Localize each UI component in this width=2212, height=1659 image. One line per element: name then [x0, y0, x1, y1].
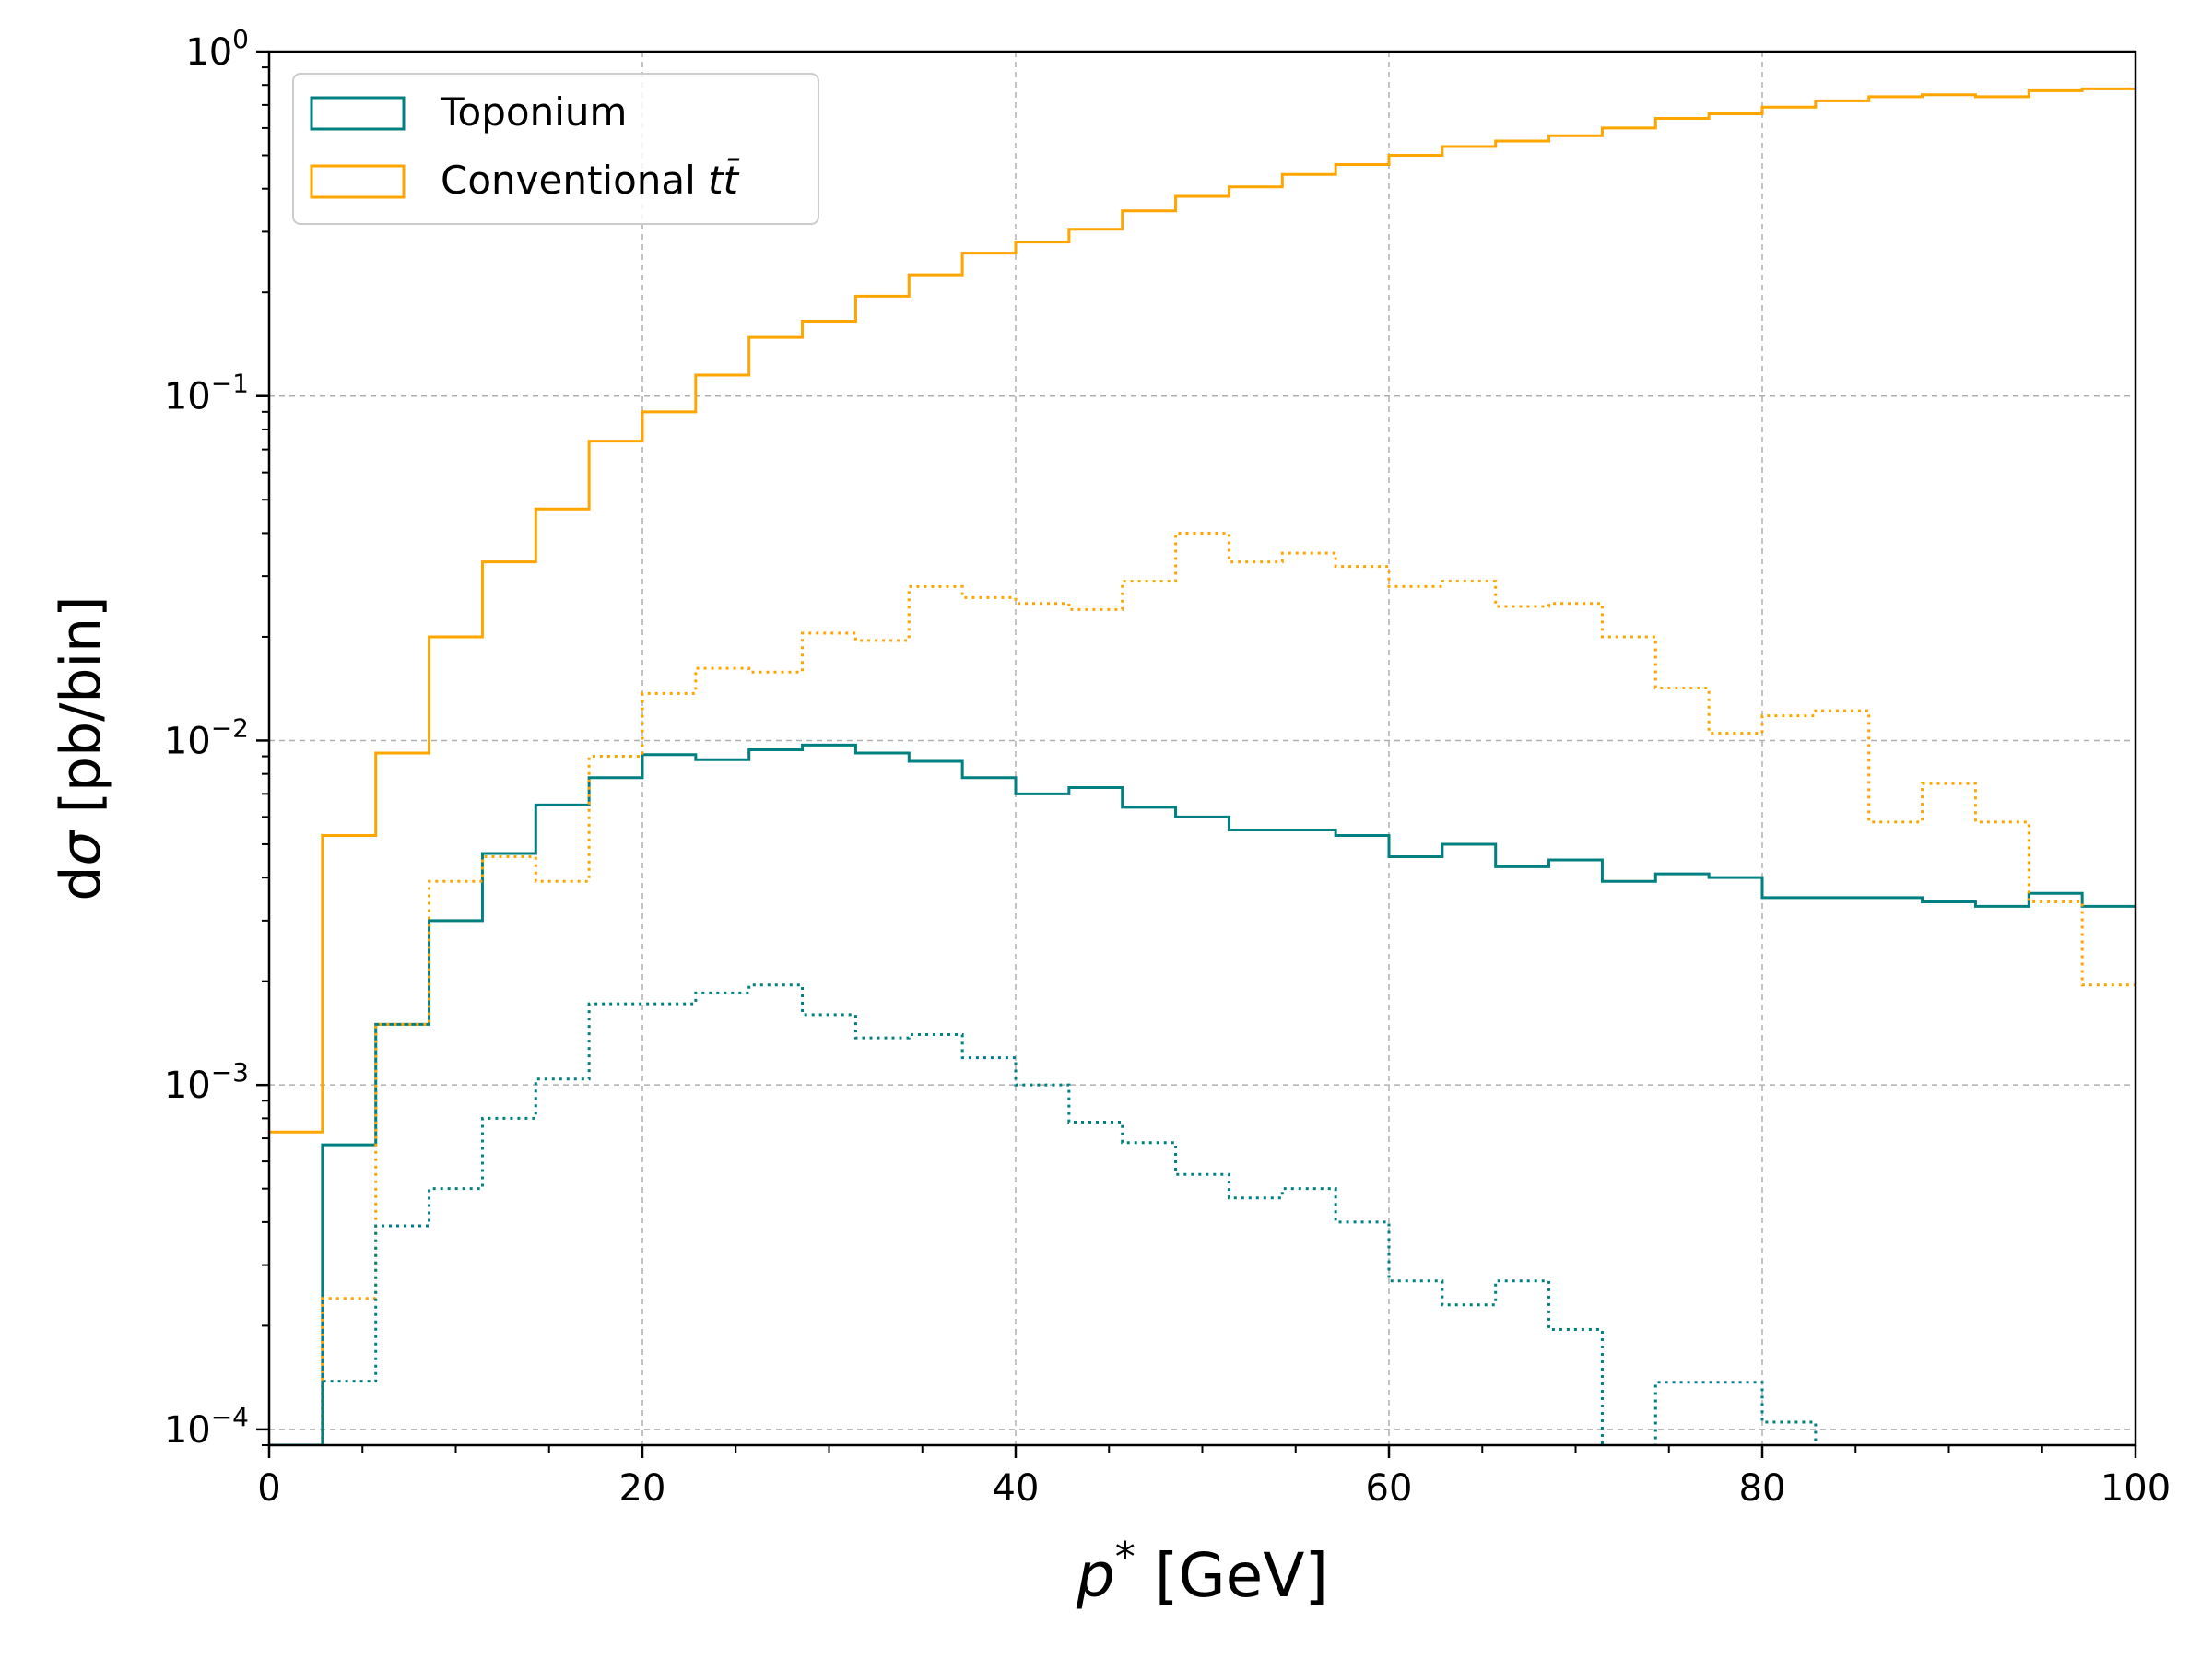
legend-label: Conventional tt̄ [441, 156, 740, 203]
legend-swatch [310, 96, 406, 131]
legend: Toponium Conventional tt̄ [292, 73, 819, 225]
x-tick-label: 20 [619, 1467, 666, 1510]
series-solid-1 [269, 743, 2136, 1445]
y-tick-label: 10−3 [164, 1057, 249, 1107]
x-axis-label: p* [GeV] [1076, 1534, 1328, 1611]
legend-swatch [310, 164, 406, 199]
y-axis-label: dσ [pb/bin] [49, 595, 113, 900]
series-group [269, 87, 2136, 1445]
axis-ticks: 0 20 40 60 80 100 10−4 10−3 10−2 10−1 100 [164, 24, 2171, 1510]
x-tick-label: 80 [1739, 1467, 1786, 1510]
legend-label: Toponium [440, 89, 627, 135]
x-tick-label: 40 [993, 1467, 1040, 1510]
y-tick-label: 10−1 [164, 369, 249, 418]
x-tick-label: 0 [257, 1467, 280, 1510]
y-tick-label: 100 [185, 24, 249, 74]
x-tick-label: 60 [1366, 1467, 1413, 1510]
series-dotted-2 [321, 531, 2136, 1445]
x-tick-label: 100 [2100, 1467, 2171, 1510]
y-tick-label: 10−2 [164, 712, 249, 762]
series-solid-0 [269, 87, 2136, 1134]
legend-box [292, 73, 819, 225]
y-tick-label: 10−4 [164, 1402, 249, 1452]
